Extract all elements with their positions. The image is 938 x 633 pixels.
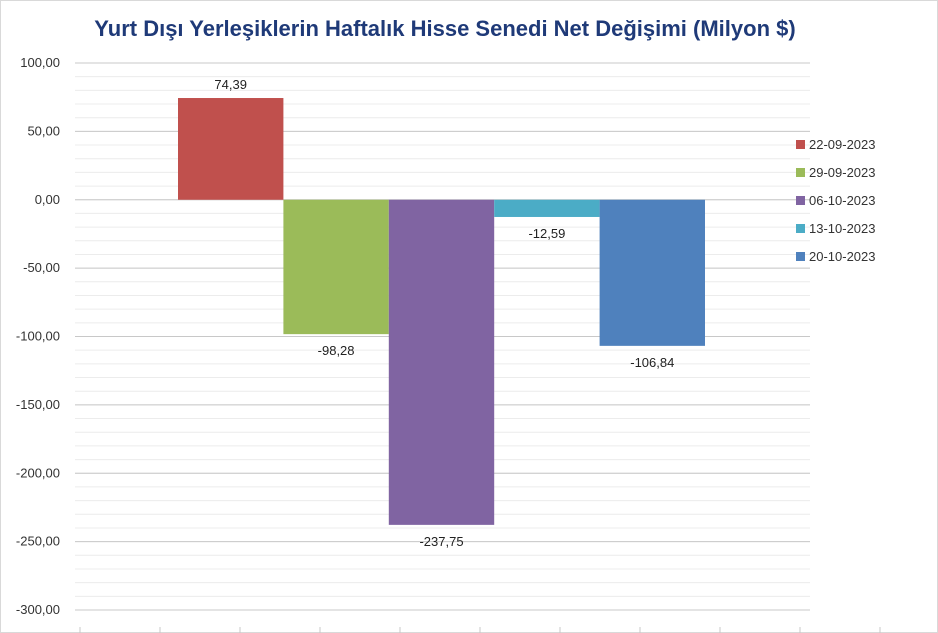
y-tick-label: -150,00: [16, 397, 60, 412]
bar-29-09-2023: [283, 199, 389, 335]
legend-label: 13-10-2023: [809, 220, 876, 236]
y-tick-label: -100,00: [16, 329, 60, 344]
y-tick-label: -300,00: [16, 602, 60, 617]
legend-swatch: [796, 223, 805, 233]
legend-item: 20-10-2023: [796, 242, 876, 270]
legend-item: 29-09-2023: [796, 158, 876, 186]
chart-title: Yurt Dışı Yerleşiklerin Haftalık Hisse S…: [94, 16, 796, 41]
legend-label: 20-10-2023: [809, 248, 876, 264]
y-tick-label: -250,00: [16, 534, 60, 549]
y-tick-label: 100,00: [20, 55, 60, 70]
data-label: -98,28: [318, 343, 355, 358]
y-tick-label: 0,00: [35, 192, 60, 207]
y-tick-label: 50,00: [27, 123, 60, 138]
y-tick-label: -200,00: [16, 465, 60, 480]
legend-item: 22-09-2023: [796, 130, 876, 158]
y-tick-label: -50,00: [23, 260, 60, 275]
legend-item: 13-10-2023: [796, 214, 876, 242]
bar-06-10-2023: [388, 199, 495, 525]
legend-swatch: [796, 167, 805, 177]
bar-22-09-2023: [178, 98, 284, 200]
data-label: -237,75: [419, 534, 463, 549]
legend-swatch: [796, 251, 805, 261]
legend-item: 06-10-2023: [796, 186, 876, 214]
legend-swatch: [796, 195, 805, 205]
legend-swatch: [796, 139, 805, 149]
legend-label: 06-10-2023: [809, 192, 876, 208]
legend: 22-09-2023 29-09-2023 06-10-2023 13-10-2023…: [796, 130, 876, 270]
legend-label: 29-09-2023: [809, 164, 876, 180]
data-label: 74,39: [214, 77, 247, 92]
legend-label: 22-09-2023: [809, 136, 876, 152]
data-label: -12,59: [528, 226, 565, 241]
data-label: -106,84: [630, 355, 674, 370]
bar-20-10-2023: [599, 199, 705, 346]
bar-13-10-2023: [494, 199, 600, 217]
